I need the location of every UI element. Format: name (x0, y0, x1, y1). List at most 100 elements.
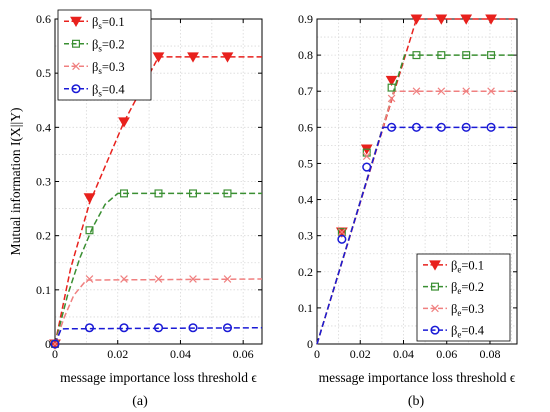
b-xtick-label: 0.08 (479, 347, 500, 361)
a-xtick-label: 0.02 (107, 347, 128, 361)
b-series-3-marker (462, 87, 471, 96)
a-series-3-marker (120, 275, 128, 283)
a-series-2-marker (189, 189, 198, 198)
a-series-line-1 (54, 56, 262, 345)
a-ytick-label: 0.2 (36, 229, 51, 243)
b-series-1-marker (435, 14, 448, 25)
caption-a: (a) (132, 394, 148, 409)
a-legend-label: βs=0.4 (92, 82, 125, 98)
panel-b: 0 0.02 0.04 0.06 0.08 0 0.1 0.2 0.3 0.4 0.5 0.6 0.7 0… (298, 12, 518, 385)
a-xtick-label: 0.04 (170, 347, 191, 361)
a-legend-marker (71, 39, 80, 48)
b-series-4-marker (461, 122, 471, 132)
a-series-3-marker (154, 275, 163, 283)
b-series-4-marker (337, 234, 347, 244)
a-ytick-label: 0 (45, 337, 51, 351)
b-series-3-marker (412, 87, 421, 96)
a-series-1-marker (221, 52, 234, 63)
a-series-line-4 (54, 327, 263, 345)
b-series-4-marker (486, 122, 496, 132)
a-series-3-marker (85, 275, 94, 283)
b-series-3-marker (437, 87, 446, 96)
a-series-line-3 (54, 278, 263, 345)
a-ytick-label: 0.6 (36, 12, 51, 26)
b-legend-label: βe=0.4 (451, 324, 485, 340)
a-series-1-marker (152, 52, 165, 63)
b-series-2-marker (412, 51, 421, 60)
a-series-2-marker (223, 189, 232, 198)
a-series-2-marker (119, 189, 128, 198)
b-series-1-marker (410, 14, 423, 25)
a-x-axis-label: message importance loss threshold ϵ (60, 370, 257, 385)
b-series-4-marker (387, 122, 397, 132)
b-series-2-marker (387, 83, 396, 92)
a-ytick-label: 0.3 (36, 175, 51, 189)
a-series-3-marker (223, 275, 232, 283)
a-series-4-marker (153, 323, 164, 333)
a-series-4-marker (50, 339, 60, 349)
a-series-3-marker (189, 275, 197, 283)
b-xtick-label: 0 (314, 347, 320, 361)
b-legend-marker (431, 304, 439, 313)
b-legend-label: βe=0.3 (451, 302, 484, 318)
b-ytick-label: 0.1 (298, 301, 313, 315)
b-xtick-label: 0.06 (436, 347, 457, 361)
b-series-1-marker (460, 14, 473, 25)
b-xtick-label: 0.04 (393, 347, 414, 361)
b-series-2-marker (462, 51, 471, 60)
a-ytick-label: 0.5 (36, 66, 51, 80)
panel-a: 0 0.02 0.04 0.06 0 0.1 0.2 0.3 0.4 0.5 0.6 message … (8, 9, 263, 385)
a-legend-marker (72, 62, 80, 71)
a-series-1-marker (118, 117, 130, 128)
a-legend-label: βs=0.1 (92, 15, 125, 31)
b-ytick-label: 0.9 (298, 12, 313, 26)
b-series-4-marker (411, 122, 422, 132)
b-ytick-label: 0 (307, 337, 313, 351)
b-x-axis-label: message importance loss threshold ϵ (319, 370, 516, 385)
caption-b: (b) (408, 394, 425, 409)
a-series-2-marker (154, 189, 163, 198)
a-xtick-label: 0.06 (233, 347, 254, 361)
a-xtick-label: 0 (52, 347, 58, 361)
a-series-1-marker (187, 52, 199, 63)
a-legend-label: βs=0.2 (92, 37, 125, 53)
a-ytick-label: 0.1 (36, 283, 51, 297)
a-series-3-marker (51, 340, 59, 348)
b-legend-label: βe=0.1 (451, 258, 484, 274)
b-series-1-marker (485, 14, 497, 25)
a-series-4-marker (222, 323, 233, 333)
b-series-3-marker (387, 94, 396, 103)
b-ytick-label: 0.7 (298, 84, 313, 98)
a-series-4-marker (188, 323, 198, 333)
b-ytick-label: 0.8 (298, 48, 313, 62)
a-legend-marker (70, 16, 82, 27)
b-legend-marker (430, 325, 440, 335)
a-series-4-marker (84, 323, 95, 333)
a-legend-label: βs=0.3 (92, 60, 125, 76)
b-series-2-marker (437, 51, 446, 60)
b-series-4-marker (436, 122, 446, 132)
b-xtick-label: 0.02 (350, 347, 371, 361)
a-ytick-label: 0.4 (36, 120, 51, 134)
b-series-3-marker (487, 87, 495, 96)
b-series-3-marker (338, 228, 346, 236)
a-series-1-marker (83, 193, 96, 204)
b-series-4-marker (362, 162, 372, 172)
b-series-line-4 (316, 126, 517, 345)
b-ytick-label: 0.4 (298, 193, 313, 207)
a-y-axis-label: Mutual information I(X||Y) (8, 108, 23, 256)
b-legend-marker (431, 282, 440, 291)
b-legend-marker (429, 260, 441, 271)
b-series-3-marker (362, 152, 371, 161)
a-legend-marker (71, 84, 81, 94)
b-series-1-marker (385, 75, 398, 87)
b-ytick-label: 0.2 (298, 265, 313, 279)
b-ytick-label: 0.5 (298, 156, 313, 170)
a-series-4-marker (119, 323, 129, 333)
b-ytick-label: 0.3 (298, 229, 313, 243)
b-series-2-marker (487, 51, 496, 60)
b-legend-label: βe=0.2 (451, 280, 484, 296)
b-ytick-label: 0.6 (298, 120, 313, 134)
a-series-2-marker (85, 226, 94, 235)
